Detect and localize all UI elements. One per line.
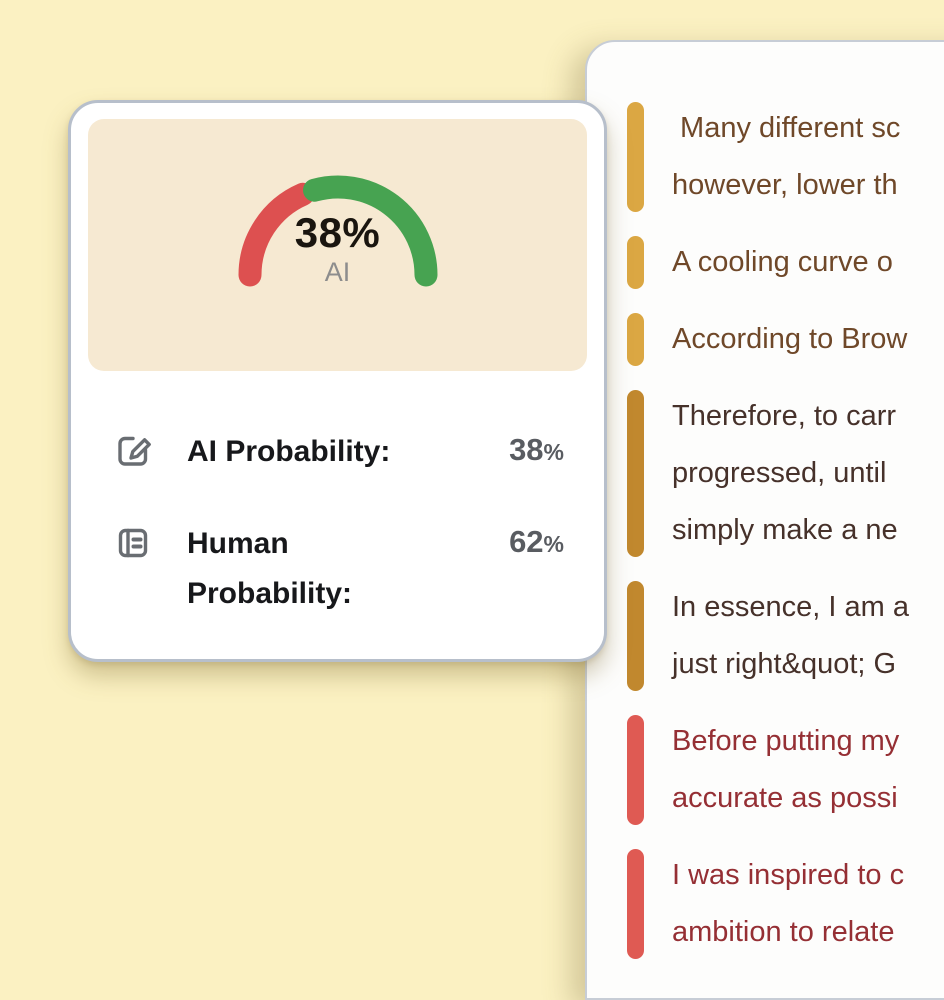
- journal-icon: [118, 528, 148, 558]
- sentence-item[interactable]: According to Brow: [627, 311, 944, 368]
- sentences-panel: Many different sc however, lower th A cool…: [585, 40, 944, 1000]
- confidence-bar: [627, 581, 644, 691]
- sentence-item[interactable]: Many different sc however, lower th: [627, 100, 944, 214]
- human-probability-value: 62%: [509, 519, 564, 567]
- gauge-arc-icon: [238, 175, 437, 287]
- ai-probability-unit: %: [543, 439, 564, 465]
- confidence-bar: [627, 313, 644, 366]
- sentence-line: A cooling curve o: [672, 246, 893, 278]
- edit-icon: [118, 436, 151, 466]
- sentence-item[interactable]: Before putting my accurate as possi: [627, 713, 944, 827]
- confidence-bar: [627, 390, 644, 557]
- human-probability-row: Human Probability: 62%: [111, 519, 564, 619]
- confidence-bar: [627, 715, 644, 825]
- sentence-item[interactable]: I was inspired to c ambition to relate: [627, 847, 944, 961]
- sentence-line: however, lower th: [672, 169, 898, 201]
- sentence-line: Many different sc: [672, 112, 901, 144]
- sentence-line: Before putting my: [672, 725, 900, 757]
- ai-probability-row: AI Probability: 38%: [111, 427, 564, 477]
- sentence-line: I was inspired to c: [672, 859, 905, 891]
- confidence-bar: [627, 236, 644, 289]
- human-probability-label: Human Probability:: [187, 527, 353, 610]
- sentence-line: simply make a ne: [672, 514, 898, 546]
- ai-probability-value: 38%: [509, 427, 564, 475]
- gauge-panel: 38% AI: [88, 119, 587, 371]
- human-probability-unit: %: [543, 531, 564, 557]
- sentence-text: Before putting my accurate as possi: [672, 713, 899, 827]
- gauge-score-label: AI: [324, 257, 351, 287]
- probability-rows: AI Probability: 38% Human Probability: 6…: [71, 427, 604, 619]
- sentence-line: progressed, until: [672, 457, 895, 489]
- human-probability-number: 62: [509, 524, 544, 559]
- ai-score-card: 38% AI AI Probability: 38% Human Probabi…: [68, 100, 607, 662]
- sentence-text: A cooling curve o: [672, 234, 893, 291]
- sentence-text: Many different sc however, lower th: [672, 100, 900, 214]
- gauge-score-value: 38%: [294, 209, 381, 256]
- ai-probability-number: 38: [509, 432, 544, 467]
- sentence-line: In essence, I am a: [672, 591, 909, 623]
- sentence-item[interactable]: A cooling curve o: [627, 234, 944, 291]
- sentence-line: accurate as possi: [672, 782, 898, 814]
- sentence-line: just right&quot; G: [672, 648, 897, 680]
- sentence-text: In essence, I am a just right&quot; G: [672, 579, 909, 693]
- confidence-bar: [627, 102, 644, 212]
- sentence-text: Therefore, to carr progressed, until simp…: [672, 388, 898, 559]
- ai-probability-label: AI Probability:: [187, 435, 391, 468]
- sentence-line: ambition to relate: [672, 916, 895, 948]
- sentence-line: Therefore, to carr: [672, 400, 897, 432]
- sentence-text: According to Brow: [672, 311, 907, 368]
- sentence-item[interactable]: Therefore, to carr progressed, until simp…: [627, 388, 944, 559]
- sentence-text: I was inspired to c ambition to relate: [672, 847, 904, 961]
- confidence-bar: [627, 849, 644, 959]
- sentence-item[interactable]: In essence, I am a just right&quot; G: [627, 579, 944, 693]
- ai-score-gauge: 38% AI: [226, 153, 450, 303]
- sentence-line: According to Brow: [672, 323, 908, 355]
